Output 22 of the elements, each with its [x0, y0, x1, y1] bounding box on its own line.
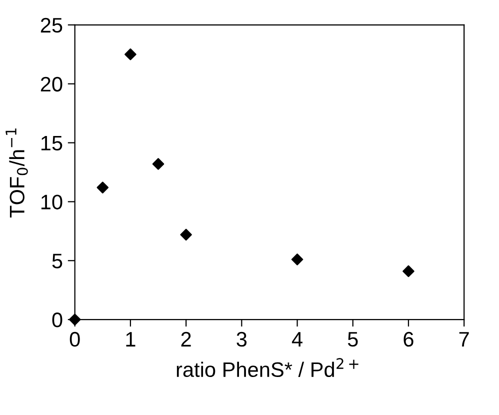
- x-tick-label: 3: [236, 332, 247, 347]
- x-axis-title: ratio PhenS* / Pd$^{2+}$: [176, 358, 358, 378]
- point: [96, 182, 109, 194]
- x-tick-label: 6: [404, 332, 414, 347]
- point: [291, 254, 304, 266]
- y-axis-title: TOF$_{0}$/h$^{−1}$: [6, 128, 28, 218]
- y-tick-label: 20: [40, 76, 62, 92]
- x-tick-label: 7: [459, 332, 469, 346]
- y-tick-label: 5: [52, 254, 62, 268]
- x-tick-label: 2: [181, 332, 191, 346]
- x-tick-label: 0: [70, 332, 80, 347]
- y-tick-label: 0: [52, 312, 62, 328]
- point: [124, 48, 136, 60]
- x-tick-label: 4: [292, 332, 302, 346]
- x-tick-label: 5: [348, 332, 358, 347]
- y-tick-label: 15: [41, 136, 62, 151]
- point: [152, 158, 164, 170]
- y-tick-label: 25: [40, 18, 62, 33]
- x-tick-label: 1: [126, 332, 136, 346]
- point: [180, 228, 192, 241]
- point: [402, 265, 414, 278]
- y-tick-label: 10: [41, 194, 62, 210]
